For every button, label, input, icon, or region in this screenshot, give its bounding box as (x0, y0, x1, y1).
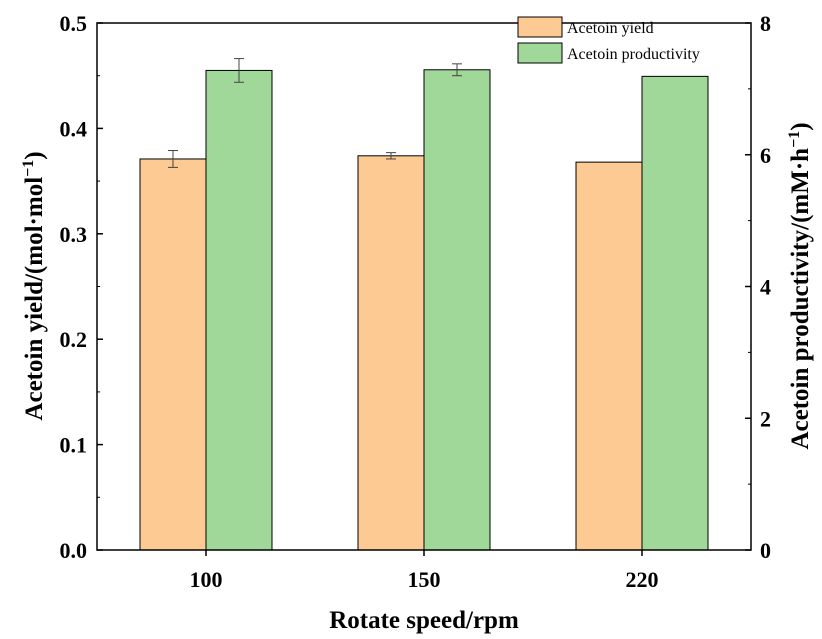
ticks-group: 100 150 220 0.0 0.1 0.2 0.3 0.4 0.5 0 2 4 6 8 (60, 11, 772, 592)
y-axis-right-title: Acetoin productivity/(mM·h−1) (786, 122, 814, 449)
y-right-tick-label: 2 (760, 406, 771, 431)
error-bars-group (168, 58, 462, 168)
bar-yield-150 (357, 155, 425, 551)
bar-productivity-220 (641, 75, 709, 551)
x-tick-label: 150 (408, 567, 441, 592)
y-left-tick-label: 0.0 (60, 538, 88, 563)
error-bar-productivity-150 (452, 63, 462, 77)
y-left-tick-label: 0.3 (60, 222, 88, 247)
x-axis-title: Rotate speed/rpm (329, 607, 519, 634)
legend-label-productivity: Acetoin productivity (567, 46, 700, 63)
x-tick-label: 220 (626, 567, 659, 592)
y-left-tick-label: 0.2 (60, 327, 88, 352)
bar-productivity-150 (423, 69, 491, 551)
legend-swatch-productivity (517, 42, 563, 64)
error-bar-yield-150 (386, 152, 396, 160)
y-right-tick-label: 6 (760, 143, 771, 168)
bar-productivity-100 (205, 69, 273, 551)
error-bar-productivity-100 (234, 58, 244, 83)
y-axis-left-title: Acetoin yield/(mol·mol−1) (20, 151, 48, 420)
y-right-tick-label: 4 (760, 275, 771, 300)
y-right-tick-label: 0 (760, 538, 771, 563)
legend-swatch-yield (517, 16, 563, 38)
y-left-tick-label: 0.5 (60, 11, 88, 36)
legend: Acetoin yield Acetoin productivity (517, 16, 700, 64)
error-bar-yield-100 (168, 150, 178, 168)
y-left-tick-label: 0.4 (60, 116, 88, 141)
y-left-tick-label: 0.1 (60, 433, 88, 458)
legend-label-yield: Acetoin yield (567, 20, 654, 37)
bars-group (139, 69, 709, 551)
bar-yield-220 (575, 161, 643, 551)
bar-yield-100 (139, 158, 207, 551)
x-tick-label: 100 (190, 567, 223, 592)
y-right-tick-label: 8 (760, 11, 771, 36)
